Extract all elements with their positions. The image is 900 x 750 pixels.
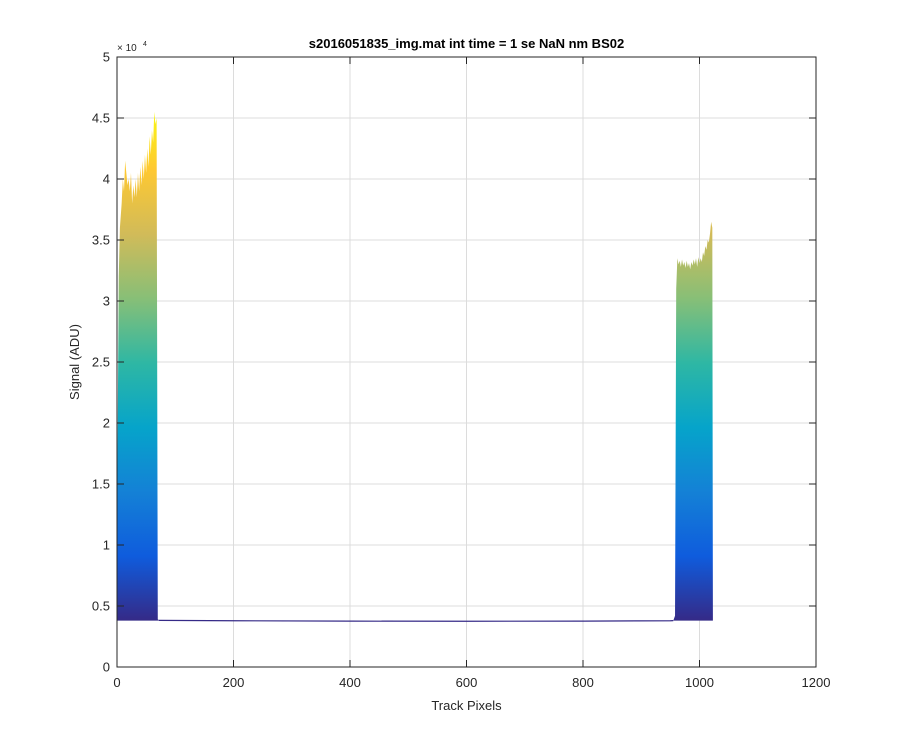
x-axis-label: Track Pixels: [431, 698, 502, 713]
y-tick-label: 5: [103, 50, 110, 65]
y-tick-label: 1.5: [92, 477, 110, 492]
x-tick-label: 600: [456, 675, 478, 690]
x-tick-label: 200: [223, 675, 245, 690]
series-area-1: [117, 111, 159, 621]
series-area-2: [673, 221, 713, 621]
y-axis-label: Signal (ADU): [67, 324, 82, 400]
y-tick-label: 3: [103, 294, 110, 309]
y-tick-label: 4.5: [92, 111, 110, 126]
y-tick-label: 0.5: [92, 599, 110, 614]
y-tick-labels: 0 0.5 1 1.5 2 2.5 3 3.5 4 4.5 5: [92, 50, 110, 675]
x-tick-label: 0: [113, 675, 120, 690]
y-tick-label: 2: [103, 416, 110, 431]
x-tick-label: 800: [572, 675, 594, 690]
y-tick-label: 2.5: [92, 355, 110, 370]
y-tick-label: 4: [103, 172, 110, 187]
y-axis-exponent-power: 4: [143, 41, 147, 48]
y-tick-label: 1: [103, 538, 110, 553]
axis-ticks: [116, 56, 817, 668]
x-tick-labels: 0 200 400 600 800 1000 1200: [113, 675, 830, 690]
y-tick-label: 3.5: [92, 233, 110, 248]
x-tick-label: 1000: [685, 675, 714, 690]
x-tick-label: 400: [339, 675, 361, 690]
y-axis-exponent-base: × 10: [117, 43, 137, 54]
floor-trace: [158, 619, 674, 622]
x-tick-label: 1200: [802, 675, 831, 690]
chart-title: s2016051835_img.mat int time = 1 se NaN …: [309, 36, 624, 51]
y-tick-label: 0: [103, 660, 110, 675]
series-layer: [117, 111, 713, 622]
